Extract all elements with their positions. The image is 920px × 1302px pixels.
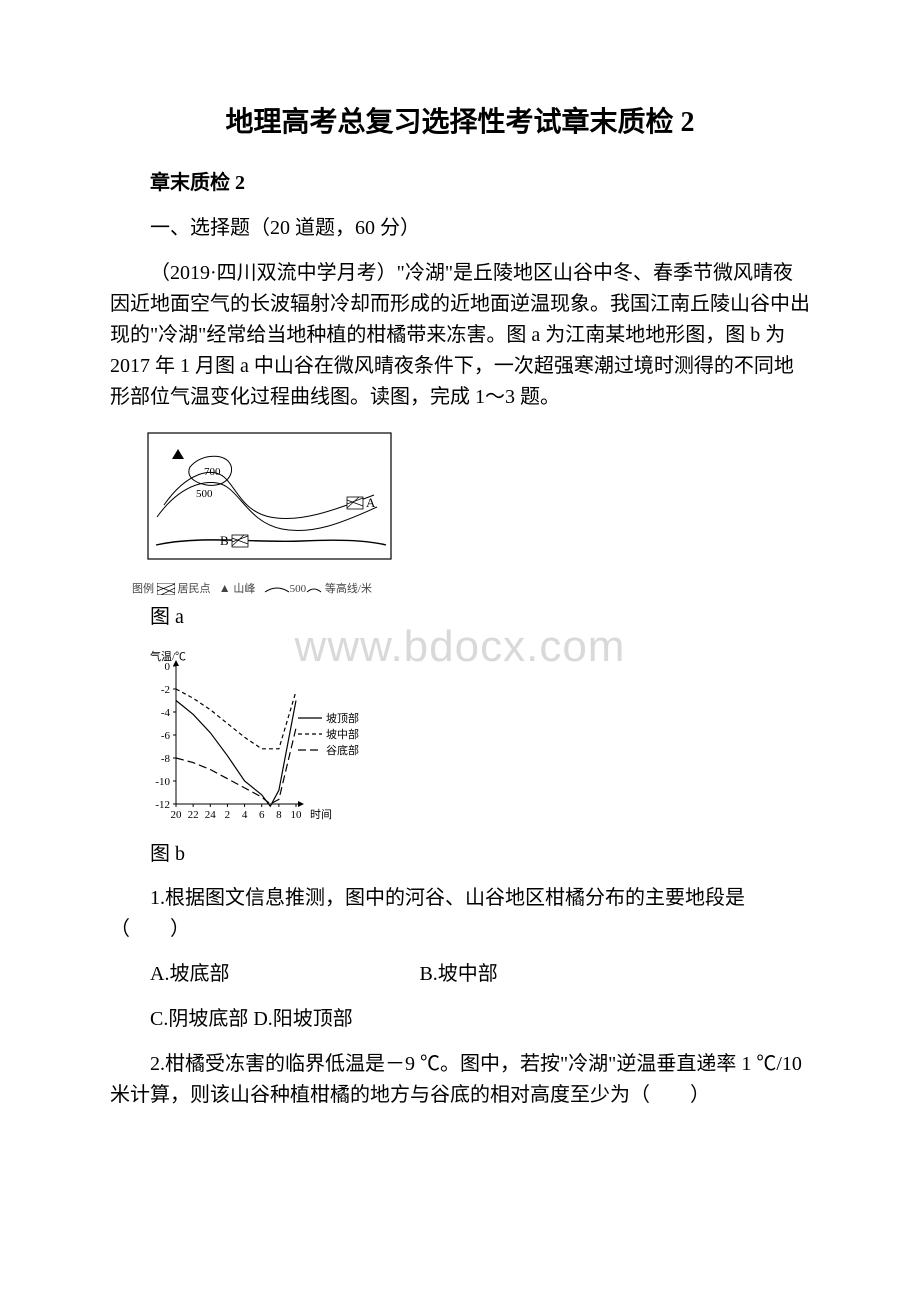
- figure-a-map: 500 700 A B: [142, 427, 810, 576]
- svg-text:-10: -10: [155, 776, 170, 788]
- svg-text:谷底部: 谷底部: [326, 743, 359, 757]
- svg-text:2: 2: [225, 809, 231, 821]
- svg-text:-12: -12: [155, 799, 170, 811]
- svg-text:4: 4: [242, 809, 248, 821]
- question2-stem: 2.柑橘受冻害的临界低温是－9 ℃。图中，若按"冷湖"逆温垂直递率 1 ℃/10…: [110, 1049, 810, 1111]
- contour-map-svg: 500 700 A B: [142, 427, 397, 571]
- settlement-label-b: B: [220, 533, 229, 548]
- svg-text:时间: 时间: [310, 808, 332, 821]
- svg-text:22: 22: [188, 809, 199, 821]
- page-content: 地理高考总复习选择性考试章末质检 2 章末质检 2 一、选择题（20 道题，60…: [110, 100, 810, 1111]
- question1-stem: 1.根据图文信息推测，图中的河谷、山谷地区柑橘分布的主要地段是（ ）: [110, 883, 810, 945]
- svg-text:0: 0: [165, 661, 171, 673]
- legend-settlement: 居民点: [178, 583, 211, 595]
- figure-a-caption: 图 a: [110, 602, 810, 632]
- settlement-icon: [157, 583, 175, 595]
- legend-contour-label: 等高线/米: [325, 583, 372, 595]
- svg-text:-8: -8: [161, 753, 171, 765]
- svg-text:坡中部: 坡中部: [326, 727, 359, 741]
- settlement-label-a: A: [366, 495, 376, 510]
- question1-options-ab: A.坡底部 B.坡中部: [110, 959, 810, 990]
- svg-text:10: 10: [291, 809, 303, 821]
- figure-b-caption: 图 b: [110, 839, 810, 869]
- figure-b-chart: 气温/℃0-2-4-6-8-10-12202224246810时间坡顶部坡中部谷…: [142, 646, 810, 833]
- svg-text:-6: -6: [161, 730, 171, 742]
- figure-a-legend: 图例 居民点 ▲ 山峰 500 等高线/米: [132, 580, 810, 596]
- contour-icon: [264, 583, 290, 595]
- contour-label-500: 500: [196, 488, 213, 500]
- passage-text: （2019·四川双流中学月考）"冷湖"是丘陵地区山谷中冬、春季节微风晴夜因近地面…: [110, 258, 810, 413]
- peak-icon: ▲: [219, 581, 231, 595]
- question1-options-cd: C.阴坡底部 D.阳坡顶部: [110, 1004, 810, 1035]
- page-title: 地理高考总复习选择性考试章末质检 2: [110, 100, 810, 140]
- section-heading: 一、选择题（20 道题，60 分）: [110, 213, 810, 244]
- legend-contour-sample: 500: [290, 583, 307, 595]
- svg-text:24: 24: [205, 809, 217, 821]
- svg-text:8: 8: [276, 809, 282, 821]
- svg-text:-4: -4: [161, 707, 171, 719]
- svg-text:20: 20: [171, 809, 183, 821]
- legend-prefix: 图例: [132, 583, 154, 595]
- q1-optB: B.坡中部: [419, 963, 497, 985]
- temperature-chart-svg: 气温/℃0-2-4-6-8-10-12202224246810时间坡顶部坡中部谷…: [142, 646, 362, 828]
- svg-text:-2: -2: [161, 684, 170, 696]
- svg-text:坡顶部: 坡顶部: [326, 711, 359, 725]
- q1-optA: A.坡底部: [150, 963, 229, 985]
- chapter-subtitle: 章末质检 2: [110, 166, 810, 195]
- legend-peak: 山峰: [233, 583, 255, 595]
- svg-text:6: 6: [259, 809, 265, 821]
- contour-label-700: 700: [204, 466, 221, 478]
